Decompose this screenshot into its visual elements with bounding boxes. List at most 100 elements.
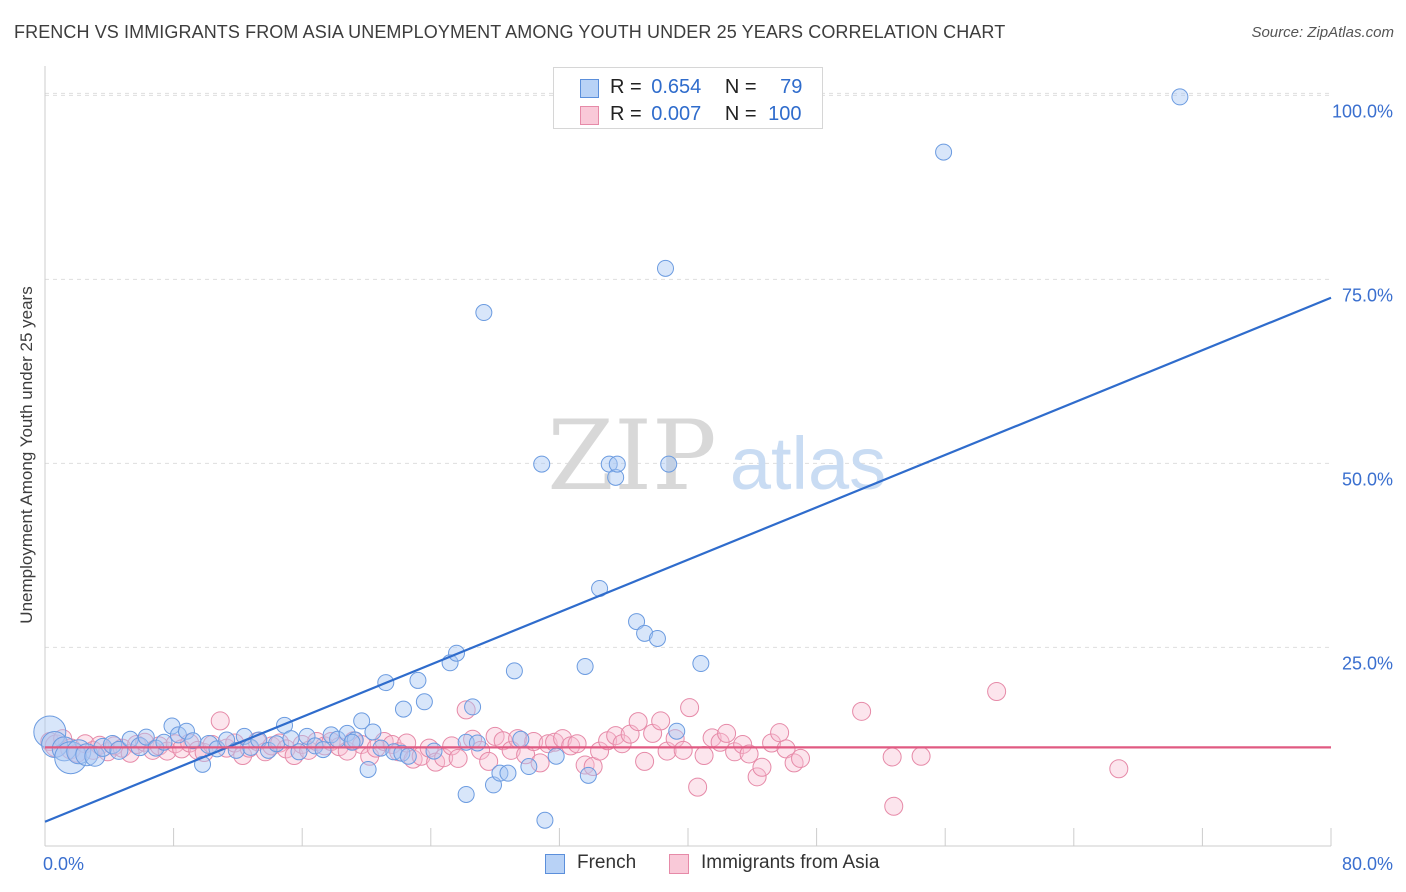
french-point bbox=[415, 693, 433, 711]
legend-label-immigrants: Immigrants from Asia bbox=[701, 852, 880, 873]
y-tick-label: 100.0% bbox=[1332, 101, 1393, 121]
french-point bbox=[137, 728, 155, 746]
immigrants-r-value: 0.007 bbox=[651, 103, 702, 125]
axes bbox=[44, 66, 1332, 847]
immigrants-point bbox=[1109, 759, 1129, 779]
french-point bbox=[505, 662, 523, 680]
french-point bbox=[464, 698, 482, 716]
immigrants-point bbox=[739, 744, 759, 764]
french-point bbox=[475, 304, 493, 322]
trend-lines bbox=[44, 296, 1332, 823]
french-point bbox=[409, 671, 427, 689]
french-point bbox=[109, 740, 129, 760]
french-point bbox=[169, 726, 187, 744]
n-label: N = bbox=[724, 103, 757, 125]
french-point bbox=[364, 723, 382, 741]
r-label: R = bbox=[610, 103, 642, 125]
immigrants-point bbox=[752, 757, 772, 777]
n-label: N = bbox=[724, 76, 757, 98]
french-point bbox=[656, 259, 674, 277]
french-legend-swatch bbox=[545, 854, 565, 874]
french-point bbox=[267, 735, 285, 753]
y-tick-label: 75.0% bbox=[1342, 285, 1393, 305]
immigrants-point bbox=[911, 746, 931, 766]
french-point bbox=[394, 700, 412, 718]
french-point bbox=[692, 655, 710, 673]
french-point bbox=[468, 734, 486, 752]
watermark-zip: ZIP bbox=[547, 400, 716, 512]
immigrants-point bbox=[434, 748, 454, 768]
french-point bbox=[54, 741, 88, 775]
immigrants-point bbox=[448, 748, 468, 768]
immigrants-point bbox=[694, 745, 714, 765]
french-point bbox=[636, 624, 654, 642]
series-french-points bbox=[33, 88, 1189, 829]
french-point bbox=[547, 747, 565, 765]
french-point bbox=[199, 734, 219, 754]
immigrants-point bbox=[628, 712, 648, 732]
french-point bbox=[935, 143, 953, 161]
french-point bbox=[628, 613, 646, 631]
immigrants-point bbox=[567, 734, 587, 754]
tick-labels: 25.0% 50.0% 75.0% 100.0% 0.0% 80.0% bbox=[43, 101, 1393, 874]
french-point bbox=[512, 730, 530, 748]
french-point bbox=[608, 455, 626, 473]
french-point bbox=[314, 741, 332, 759]
immigrants-point bbox=[733, 734, 753, 754]
french-point bbox=[668, 722, 686, 740]
immigrants-point bbox=[688, 777, 708, 797]
immigrants-point bbox=[635, 751, 655, 771]
french-point bbox=[399, 747, 417, 765]
immigrants-point bbox=[717, 723, 737, 743]
immigrants-point bbox=[210, 711, 230, 731]
stats-legend: R = 0.654 N = 79 R = 0.007 N = 100 bbox=[553, 67, 823, 129]
immigrants-point bbox=[524, 732, 544, 752]
french-point bbox=[306, 737, 324, 755]
french-point bbox=[579, 766, 597, 784]
french-point bbox=[648, 629, 666, 647]
x-tick-label: 0.0% bbox=[43, 854, 84, 874]
chart-title: FRENCH VS IMMIGRANTS FROM ASIA UNEMPLOYM… bbox=[14, 22, 1006, 42]
french-point bbox=[499, 764, 517, 782]
immigrants-point bbox=[882, 747, 902, 767]
french-point bbox=[425, 742, 443, 760]
immigrants-point bbox=[530, 753, 550, 773]
french-point bbox=[353, 712, 371, 730]
french-n-value: 79 bbox=[780, 76, 803, 98]
immigrants-point bbox=[493, 731, 513, 751]
french-point bbox=[533, 455, 551, 473]
r-label: R = bbox=[610, 76, 642, 98]
immigrants-point bbox=[673, 740, 693, 760]
immigrants-point bbox=[276, 739, 296, 759]
immigrants-point bbox=[606, 726, 626, 746]
immigrants-point bbox=[987, 681, 1007, 701]
immigrants-point bbox=[852, 701, 872, 721]
x-tick-label: 80.0% bbox=[1342, 854, 1393, 874]
french-r-value: 0.654 bbox=[651, 76, 702, 98]
french-point bbox=[290, 743, 308, 761]
y-tick-label: 25.0% bbox=[1342, 653, 1393, 673]
french-point bbox=[576, 657, 594, 675]
french-point bbox=[607, 468, 625, 486]
french-trend-line bbox=[44, 296, 1332, 823]
french-point bbox=[660, 455, 678, 473]
source-credit: Source: ZipAtlas.com bbox=[1251, 24, 1394, 41]
immigrants-point bbox=[575, 755, 595, 775]
immigrants-point bbox=[651, 711, 671, 731]
immigrants-point bbox=[884, 796, 904, 816]
french-point bbox=[1171, 88, 1189, 106]
watermark-atlas: atlas bbox=[730, 422, 886, 505]
immigrants-point bbox=[770, 723, 790, 743]
legend-label-french: French bbox=[577, 852, 637, 873]
y-tick-label: 50.0% bbox=[1342, 469, 1393, 489]
immigrants-point bbox=[442, 736, 462, 756]
immigrants-point bbox=[479, 751, 499, 771]
french-swatch bbox=[580, 79, 599, 98]
immigrants-point bbox=[747, 767, 767, 787]
french-point bbox=[359, 760, 377, 778]
french-point bbox=[343, 733, 361, 751]
french-point bbox=[177, 722, 195, 740]
immigrants-n-value: 100 bbox=[768, 103, 802, 125]
french-point bbox=[155, 733, 173, 751]
